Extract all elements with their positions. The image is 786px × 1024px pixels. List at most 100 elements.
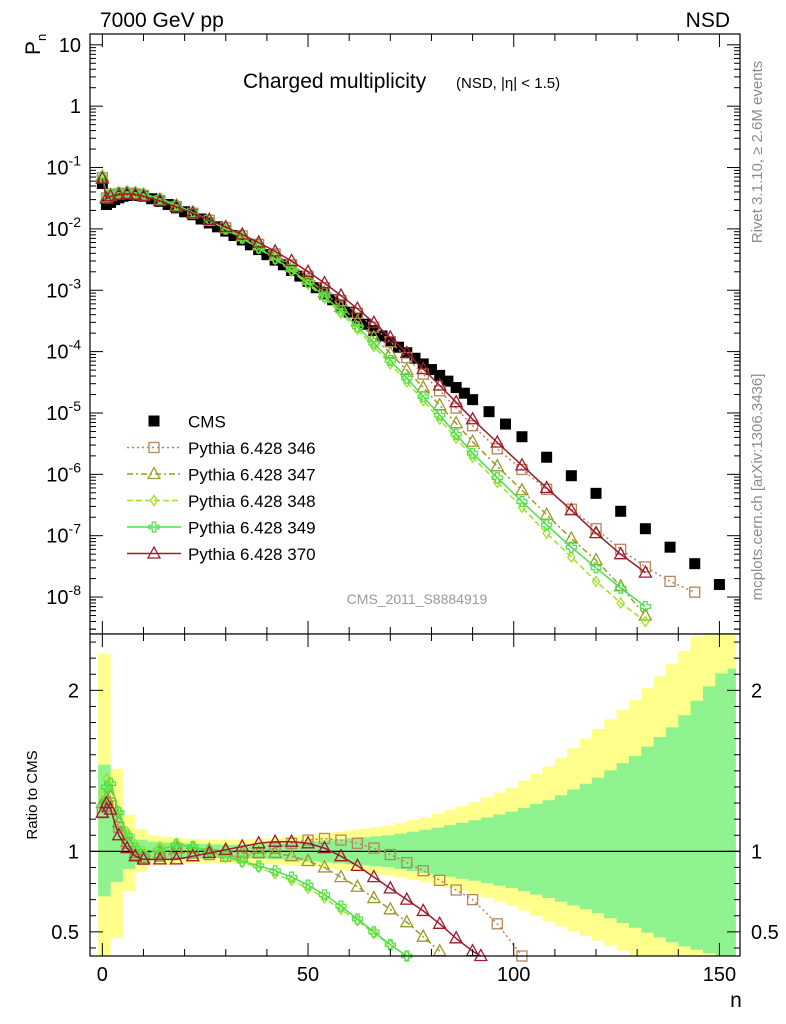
data-point xyxy=(399,362,414,376)
xtick-label: 150 xyxy=(703,964,736,986)
ratio-point xyxy=(416,928,431,942)
ratio-point xyxy=(318,832,331,845)
data-point xyxy=(185,205,200,219)
ratio-axes: 2 2 1 1 0.5 0.5 0 50 100 150 xyxy=(51,634,779,986)
ratio-point xyxy=(152,851,168,865)
data-point xyxy=(615,505,627,517)
ratio-ylabel: Ratio to CMS xyxy=(24,750,41,839)
data-point xyxy=(465,433,480,447)
legend-item: Pythia 6.428 349 xyxy=(127,519,316,538)
main-panel: 10 1 10-1 10-2 10-3 10-4 10-5 10-6 10-7 10-8 xyxy=(46,33,741,635)
data-point xyxy=(179,206,191,218)
data-point xyxy=(442,375,454,387)
data-point xyxy=(195,213,207,225)
ratio-point xyxy=(317,859,332,873)
ratio-data-layer xyxy=(90,634,740,963)
ratio-point xyxy=(384,939,396,951)
data-point xyxy=(300,263,316,277)
data-point xyxy=(449,394,464,408)
ratio-point xyxy=(136,851,151,865)
data-point xyxy=(450,382,462,394)
data-point xyxy=(465,411,480,425)
data-point xyxy=(450,428,462,440)
data-point xyxy=(449,415,464,429)
ratio-point xyxy=(268,833,283,847)
data-point xyxy=(399,345,414,359)
ratio-point xyxy=(366,869,381,883)
legend-item: Pythia 6.428 346 xyxy=(127,439,316,458)
data-point xyxy=(284,253,299,267)
data-point xyxy=(212,221,224,233)
data-point xyxy=(366,314,381,328)
data-point xyxy=(638,607,653,621)
ratio-point xyxy=(366,890,381,904)
ratio-ytick-label: 2 xyxy=(68,680,79,702)
data-point xyxy=(466,420,479,432)
main-ytick-label: 10-1 xyxy=(46,153,81,180)
data-point xyxy=(269,252,281,265)
data-point xyxy=(615,582,627,594)
ratio-point xyxy=(401,856,413,869)
legend-label: Pythia 6.428 348 xyxy=(188,492,316,511)
ratio-point xyxy=(300,835,316,849)
data-point xyxy=(417,390,429,403)
data-point xyxy=(360,318,372,330)
data-point xyxy=(327,294,339,306)
ratio-point xyxy=(491,918,503,930)
data-point xyxy=(136,188,151,202)
data-point xyxy=(664,541,676,553)
data-point xyxy=(590,487,602,499)
data-point xyxy=(434,369,446,381)
ratio-point xyxy=(399,914,414,928)
data-point xyxy=(99,190,114,204)
ratio-point xyxy=(368,926,380,938)
ratio-point xyxy=(113,807,125,819)
ratio-point xyxy=(253,860,265,872)
main-ylabel: Pn xyxy=(22,34,49,55)
data-point xyxy=(409,352,421,364)
ratio-point xyxy=(169,851,184,865)
data-point xyxy=(350,300,365,314)
band-inner xyxy=(98,668,736,956)
ratio-point xyxy=(185,848,200,862)
data-point xyxy=(285,264,298,276)
data-point xyxy=(514,457,530,471)
ratio-point xyxy=(416,903,431,917)
main-ytick-label: 10-8 xyxy=(46,582,81,609)
ratio-point xyxy=(202,845,217,859)
ratio-series-pythia-6-428-370 xyxy=(95,795,488,962)
xtick-label: 0 xyxy=(97,964,108,986)
legend-label: Pythia 6.428 349 xyxy=(188,519,316,538)
legend-label: CMS xyxy=(188,413,226,432)
data-point xyxy=(303,277,313,291)
data-point xyxy=(664,575,676,588)
ratio-point xyxy=(202,841,217,855)
data-point xyxy=(187,209,199,221)
ratio-point xyxy=(235,838,250,852)
ratio-point xyxy=(99,795,114,809)
ratio-point xyxy=(368,842,380,854)
data-point xyxy=(333,287,349,301)
main-ytick-label: 10-5 xyxy=(46,398,81,425)
ratio-point xyxy=(401,950,413,962)
legend-marker xyxy=(149,494,159,507)
data-point xyxy=(302,276,314,289)
data-point xyxy=(384,354,396,366)
data-point xyxy=(111,186,126,200)
data-point xyxy=(639,600,651,613)
data-point xyxy=(588,552,604,566)
data-point xyxy=(434,409,446,421)
data-point xyxy=(467,394,479,406)
ratio-point xyxy=(302,879,314,891)
main-ytick-label: 10-6 xyxy=(46,459,81,486)
data-point xyxy=(500,418,512,430)
data-point xyxy=(317,275,332,289)
data-point xyxy=(638,564,653,578)
ratio-point xyxy=(350,878,365,892)
ratio-xlabel: n xyxy=(730,989,742,1012)
data-point xyxy=(95,170,110,184)
data-point xyxy=(335,305,347,317)
data-point xyxy=(565,541,577,553)
mcplots-label: mcplots.cern.ch [arXiv:1306.3436] xyxy=(749,374,766,601)
data-point xyxy=(251,234,266,248)
